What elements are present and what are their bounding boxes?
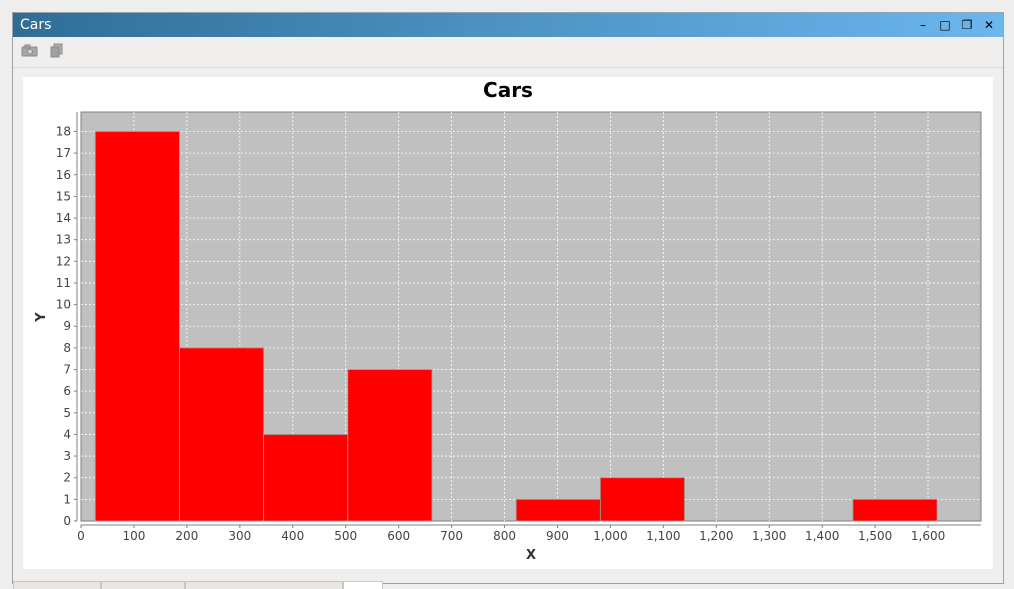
- x-tick-label: 600: [387, 529, 410, 543]
- y-tick-label: 12: [56, 254, 71, 268]
- axes: 0 100 200 300 400 500 600 700 800 900 1,000 1,100 1,…: [56, 112, 981, 543]
- y-tick-label: 18: [56, 124, 71, 138]
- y-tick-label: 13: [56, 233, 71, 247]
- toolbar: [13, 37, 1003, 68]
- x-tick-label: 1,300: [752, 529, 786, 543]
- y-tick-label: 1: [63, 492, 71, 506]
- histogram-bar: [347, 369, 433, 522]
- x-tick-label: 300: [228, 529, 251, 543]
- y-tick-label: 9: [63, 319, 71, 333]
- x-tick-label: 800: [493, 529, 516, 543]
- x-tick-label: 1,400: [805, 529, 839, 543]
- restore-icon[interactable]: ❐: [961, 18, 973, 32]
- y-tick-label: 17: [56, 146, 71, 160]
- bottom-tab[interactable]: [13, 581, 101, 589]
- y-tick-label: 11: [56, 276, 71, 290]
- y-tick-label: 10: [56, 298, 71, 312]
- bottom-tab[interactable]: [101, 581, 185, 589]
- x-tick-label: 1,000: [593, 529, 627, 543]
- close-icon[interactable]: ✕: [983, 18, 995, 32]
- y-tick-label: 4: [63, 427, 71, 441]
- chart-panel: Cars 0 100 200 300 400 500 600 700 800 900 1,000 1,…: [23, 77, 993, 569]
- y-tick-label: 6: [63, 384, 71, 398]
- y-tick-label: 0: [63, 514, 71, 528]
- x-axis-label: X: [526, 548, 536, 563]
- x-tick-label: 1,200: [699, 529, 733, 543]
- histogram-bars: [94, 131, 938, 522]
- y-tick-label: 8: [63, 341, 71, 355]
- y-axis-label: Y: [34, 312, 49, 323]
- x-tick-label: 100: [122, 529, 145, 543]
- bottom-tab[interactable]: [343, 581, 383, 589]
- x-tick-label: 400: [281, 529, 304, 543]
- chart-title: Cars: [483, 78, 533, 102]
- x-tick-label: 700: [440, 529, 463, 543]
- copy-button[interactable]: [49, 43, 67, 59]
- histogram-chart: Cars 0 100 200 300 400 500 600 700 800 900 1,000 1,…: [34, 78, 982, 563]
- y-tick-label: 3: [63, 449, 71, 463]
- x-tick-label: 1,100: [646, 529, 680, 543]
- y-tick-label: 15: [56, 189, 71, 203]
- x-tick-label: 0: [77, 529, 85, 543]
- maximize-icon[interactable]: □: [939, 18, 951, 32]
- x-tick-label: 1,600: [911, 529, 945, 543]
- window-title: Cars: [20, 17, 52, 33]
- y-tick-label: 2: [63, 471, 71, 485]
- histogram-bar: [263, 434, 349, 522]
- x-tick-label: 900: [546, 529, 569, 543]
- y-tick-label: 5: [63, 406, 71, 420]
- bottom-tab[interactable]: [185, 581, 343, 589]
- y-tick-label: 14: [56, 211, 71, 225]
- minimize-icon[interactable]: –: [920, 18, 926, 32]
- y-tick-label: 16: [56, 168, 71, 182]
- y-tick-label: 7: [63, 363, 71, 377]
- histogram-bar: [179, 347, 265, 522]
- window-controls: – □ ❐ ✕: [915, 17, 997, 33]
- x-tick-label: 500: [334, 529, 357, 543]
- copy-icon: [50, 43, 63, 58]
- histogram-bar: [515, 498, 601, 522]
- histogram-bar: [852, 498, 938, 522]
- save-image-button[interactable]: [21, 43, 39, 59]
- save-image-icon: [21, 44, 38, 57]
- histogram-bar: [599, 477, 685, 522]
- chart-window: Cars – □ ❐ ✕ Cars 0 10: [12, 12, 1004, 589]
- x-tick-label: 200: [175, 529, 198, 543]
- histogram-bar: [94, 131, 180, 522]
- x-tick-label: 1,500: [858, 529, 892, 543]
- window-titlebar[interactable]: Cars – □ ❐ ✕: [13, 13, 1003, 37]
